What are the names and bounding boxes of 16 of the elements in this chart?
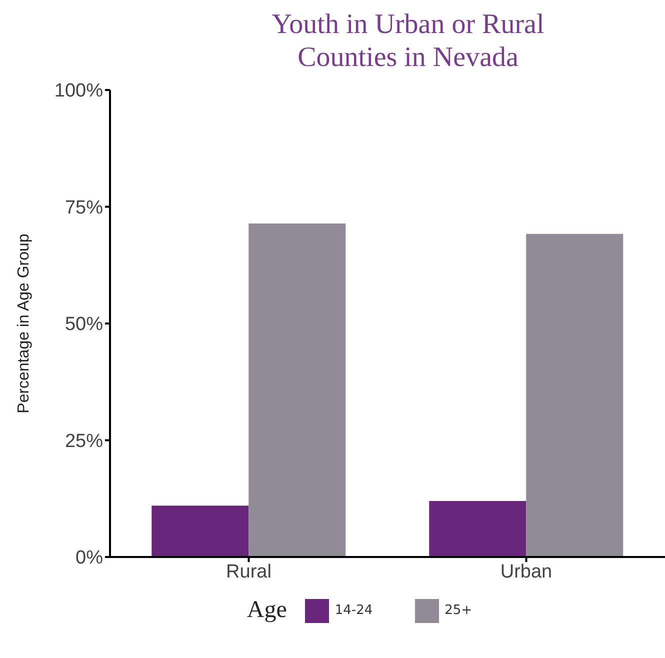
x-tick-label: Urban <box>500 561 552 582</box>
x-tick-label: Rural <box>226 561 272 582</box>
y-tick-label: 100% <box>54 80 104 102</box>
bar <box>248 224 346 557</box>
y-axis-title: Percentage in Age Group <box>16 234 33 414</box>
bar <box>152 506 249 557</box>
chart-title: Youth in Urban or Rural Counties in Nevada <box>270 8 546 74</box>
y-tick-label: 25% <box>64 430 104 452</box>
y-tick-label: 50% <box>64 314 104 336</box>
y-tick-label: 0% <box>76 548 104 569</box>
y-tick-label: 75% <box>64 197 104 218</box>
legend-label: 25+ <box>444 603 472 618</box>
bar <box>429 500 526 557</box>
legend-title: Age <box>246 597 287 624</box>
legend-label: 14-24 <box>334 603 373 618</box>
bar <box>526 234 624 557</box>
